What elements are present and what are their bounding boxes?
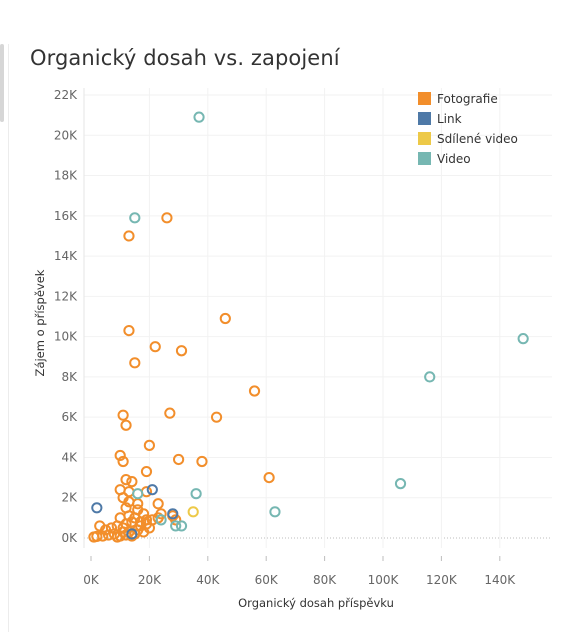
point-fotografie[interactable] bbox=[126, 476, 138, 488]
point-fotografie[interactable] bbox=[120, 419, 132, 431]
y-tick-label: 22K bbox=[54, 88, 78, 102]
point-fotografie[interactable] bbox=[143, 439, 155, 451]
point-fotografie[interactable] bbox=[175, 345, 188, 357]
point-link[interactable] bbox=[91, 502, 103, 514]
point-link[interactable] bbox=[167, 508, 179, 520]
point-video[interactable] bbox=[424, 371, 436, 383]
legend-label: Sdílené video bbox=[437, 132, 518, 146]
point-fotografie[interactable] bbox=[170, 514, 182, 526]
point-fotografie[interactable] bbox=[219, 312, 231, 325]
y-tick-label: 12K bbox=[54, 289, 78, 303]
y-tick-label: 4K bbox=[61, 450, 78, 464]
point-sdilene-video[interactable] bbox=[187, 506, 199, 518]
x-tick-label: 120K bbox=[426, 573, 458, 587]
point-video[interactable] bbox=[269, 506, 281, 518]
point-fotografie[interactable] bbox=[161, 212, 173, 224]
point-fotografie[interactable] bbox=[114, 449, 126, 462]
legend-swatch bbox=[418, 112, 431, 125]
x-tick-label: 20K bbox=[138, 573, 162, 587]
point-fotografie[interactable] bbox=[149, 341, 161, 353]
x-tick-label: 140K bbox=[484, 573, 516, 587]
point-fotografie[interactable] bbox=[120, 474, 132, 486]
x-tick-label: 100K bbox=[368, 573, 400, 587]
y-tick-label: 20K bbox=[54, 128, 78, 142]
point-fotografie[interactable] bbox=[248, 385, 261, 397]
axes: 0K 2K 4K 6K 8K 10K 12K 14K 16K 18K 20K 22K 0K 20K 40K 6… bbox=[54, 88, 516, 587]
legend: Fotografie Link Sdílené video Video bbox=[418, 92, 518, 166]
y-tick-label: 6K bbox=[61, 410, 78, 424]
point-fotografie[interactable] bbox=[196, 455, 208, 468]
x-tick-label: 80K bbox=[313, 573, 337, 587]
legend-label: Video bbox=[437, 152, 471, 166]
point-video[interactable] bbox=[170, 520, 182, 532]
point-link[interactable] bbox=[146, 484, 158, 496]
y-tick-label: 10K bbox=[54, 330, 78, 344]
x-tick-label: 60K bbox=[255, 573, 279, 587]
point-video[interactable] bbox=[155, 514, 167, 526]
point-video[interactable] bbox=[132, 488, 144, 500]
point-video[interactable] bbox=[517, 333, 529, 345]
point-fotografie[interactable] bbox=[129, 357, 141, 369]
x-tick-label: 40K bbox=[196, 573, 220, 587]
legend-swatch bbox=[418, 92, 431, 105]
y-tick-label: 16K bbox=[54, 209, 78, 223]
point-fotografie[interactable] bbox=[164, 407, 176, 419]
x-axis-label: Organický dosah příspěvku bbox=[238, 596, 394, 610]
x-tick-label: 0K bbox=[83, 573, 100, 587]
y-tick-label: 18K bbox=[54, 169, 78, 183]
point-fotografie[interactable] bbox=[123, 230, 135, 242]
legend-label: Link bbox=[437, 112, 462, 126]
chart-title: Organický dosah vs. zapojení bbox=[30, 46, 340, 70]
grid-lines bbox=[84, 88, 552, 548]
point-fotografie[interactable] bbox=[135, 516, 147, 528]
y-tick-label: 8K bbox=[61, 370, 78, 384]
legend-label: Fotografie bbox=[437, 92, 498, 106]
legend-swatch bbox=[418, 152, 431, 165]
point-fotografie[interactable] bbox=[263, 471, 275, 484]
point-fotografie[interactable] bbox=[140, 465, 153, 478]
legend-swatch bbox=[418, 132, 431, 145]
point-fotografie[interactable] bbox=[88, 531, 100, 543]
point-video[interactable] bbox=[394, 478, 407, 490]
scrollbar[interactable] bbox=[0, 44, 4, 122]
point-fotografie[interactable] bbox=[140, 518, 153, 530]
point-video[interactable] bbox=[129, 212, 141, 224]
y-tick-label: 0K bbox=[61, 531, 78, 545]
data-points bbox=[88, 111, 529, 543]
point-video[interactable] bbox=[175, 520, 188, 532]
point-fotografie[interactable] bbox=[152, 498, 164, 510]
point-fotografie[interactable] bbox=[123, 324, 135, 337]
point-video[interactable] bbox=[190, 488, 202, 500]
point-fotografie[interactable] bbox=[117, 455, 129, 468]
y-tick-label: 2K bbox=[61, 491, 78, 505]
point-fotografie[interactable] bbox=[210, 411, 223, 423]
point-fotografie[interactable] bbox=[105, 522, 118, 534]
panel-divider bbox=[8, 44, 9, 632]
point-link[interactable] bbox=[126, 528, 138, 540]
y-tick-label: 14K bbox=[54, 249, 78, 263]
point-video[interactable] bbox=[193, 111, 205, 123]
point-fotografie[interactable] bbox=[117, 409, 129, 421]
y-axis-label: Zájem o příspěvek bbox=[33, 269, 47, 376]
point-fotografie[interactable] bbox=[173, 453, 185, 466]
